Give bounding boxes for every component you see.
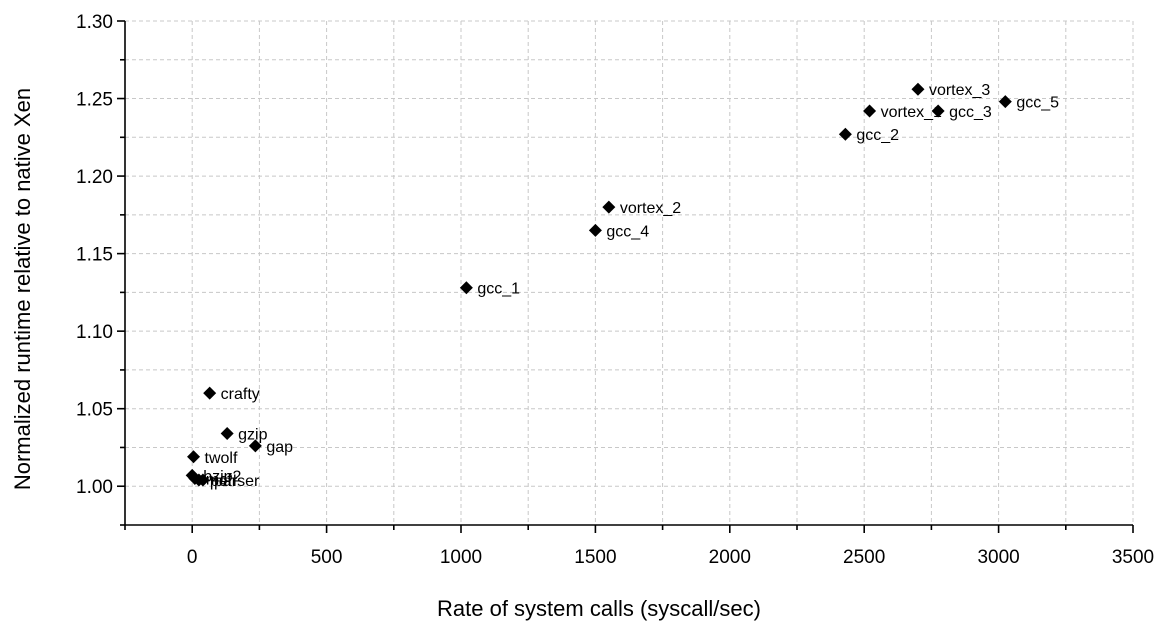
point-label-bzip2: bzip2 xyxy=(203,468,241,485)
point-label-gcc-3: gcc_3 xyxy=(949,104,992,121)
data-point-gcc-5 xyxy=(998,95,1012,109)
point-label-perl: perl xyxy=(210,473,237,490)
grid-layer xyxy=(124,20,1134,526)
x-tick-label: 3500 xyxy=(1112,547,1154,568)
point-label-crafty: crafty xyxy=(221,386,260,403)
x-tick-label: 2000 xyxy=(709,547,751,568)
data-point-twolf xyxy=(187,450,201,464)
point-label-gcc-1: gcc_1 xyxy=(477,281,520,298)
x-tick-label: 2500 xyxy=(843,547,885,568)
x-tick-label: 3000 xyxy=(977,547,1019,568)
data-point-crafty xyxy=(203,386,217,400)
y-tick-label: 1.25 xyxy=(76,90,113,111)
data-point-vortex-3 xyxy=(911,82,925,96)
y-tick-label: 1.10 xyxy=(76,322,113,343)
axes-layer xyxy=(124,21,1133,526)
point-label-parser: parser xyxy=(214,473,260,490)
point-label-gcc-5: gcc_5 xyxy=(1016,95,1059,112)
data-point-gcc-1 xyxy=(459,281,473,295)
y-tick-label: 1.00 xyxy=(76,477,113,498)
data-point-gzip xyxy=(220,427,234,441)
x-tick-label: 500 xyxy=(311,547,343,568)
data-point-gcc-4 xyxy=(588,223,602,237)
y-tick-label: 1.30 xyxy=(76,12,113,33)
point-label-vortex-1: vortex_1 xyxy=(881,104,942,121)
data-point-gcc-2 xyxy=(838,127,852,141)
point-label-gap: gap xyxy=(266,439,293,456)
y-axis-title: Normalized runtime relative to native Xe… xyxy=(10,88,35,490)
y-tick-label: 1.20 xyxy=(76,167,113,188)
x-tick-label: 1500 xyxy=(574,547,616,568)
data-point-vortex-2 xyxy=(602,200,616,214)
data-point-vortex-1 xyxy=(863,104,877,118)
point-label-twolf: twolf xyxy=(205,450,238,467)
y-tick-label: 1.05 xyxy=(76,400,113,421)
point-label-vortex-2: vortex_2 xyxy=(620,200,681,217)
ticks-layer: 0 500 1000 1500 2000 2500 3000 3500 1.00 1.05 1.10… xyxy=(76,12,1154,568)
point-label-gzip: gzip xyxy=(238,427,267,444)
point-label-gcc-2: gcc_2 xyxy=(856,127,899,144)
data-point-parser xyxy=(196,473,210,487)
point-label-vortex-3: vortex_3 xyxy=(929,82,990,99)
data-point-gap xyxy=(248,439,262,453)
point-label-gcc-4: gcc_4 xyxy=(606,223,649,240)
x-axis-title: Rate of system calls (syscall/sec) xyxy=(437,596,761,621)
data-point-gcc-3 xyxy=(931,104,945,118)
point-label-mcf: mcf xyxy=(206,471,232,488)
x-tick-label: 1000 xyxy=(440,547,482,568)
y-tick-label: 1.15 xyxy=(76,245,113,266)
x-tick-label: 0 xyxy=(187,547,198,568)
points-layer: gcc_5 gcc_3 vortex_3 vortex_1 gcc_2 vortex_2g… xyxy=(185,82,1059,490)
